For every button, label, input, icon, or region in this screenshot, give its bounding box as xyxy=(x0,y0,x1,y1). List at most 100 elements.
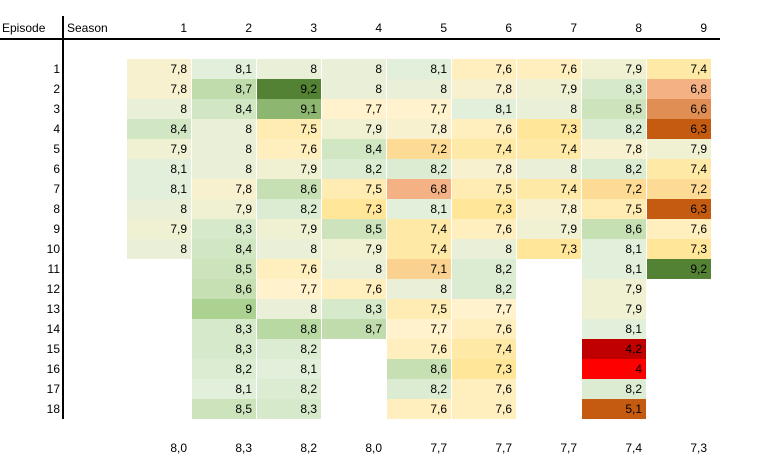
rating-cell: 8,4 xyxy=(192,239,256,259)
rating-cell: 8,1 xyxy=(582,239,646,259)
episode-row-label: 13 xyxy=(46,302,60,316)
season-average: 7,7 xyxy=(430,441,447,455)
rating-cell: 7,3 xyxy=(322,199,386,219)
rating-cell: 7,9 xyxy=(257,219,321,239)
rating-cell: 8,6 xyxy=(582,219,646,239)
rating-cell: 7,8 xyxy=(387,119,451,139)
rating-cell: 7,6 xyxy=(452,219,516,239)
rating-cell: 8,5 xyxy=(192,259,256,279)
season-column-label: 2 xyxy=(245,21,252,35)
rating-cell: 7,6 xyxy=(517,59,581,79)
rating-cell: 7,9 xyxy=(322,119,386,139)
rating-cell: 7,9 xyxy=(322,239,386,259)
rating-cell: 8,2 xyxy=(257,339,321,359)
rating-cell: 7,8 xyxy=(517,199,581,219)
rating-cell: 7,6 xyxy=(387,399,451,419)
rating-cell: 8 xyxy=(127,99,191,119)
rating-cell: 6,3 xyxy=(647,119,711,139)
rating-cell: 7,8 xyxy=(452,159,516,179)
season-average: 8,2 xyxy=(300,441,317,455)
rating-cell: 8,6 xyxy=(257,179,321,199)
rating-cell: 8,1 xyxy=(127,179,191,199)
rating-cell: 8,6 xyxy=(192,279,256,299)
rating-cell: 8 xyxy=(192,119,256,139)
rating-cell: 8,1 xyxy=(387,199,451,219)
episode-row-label: 4 xyxy=(53,122,60,136)
season-column-label: 6 xyxy=(505,21,512,35)
rating-cell: 6,6 xyxy=(647,99,711,119)
episode-row-label: 2 xyxy=(53,82,60,96)
rating-cell: 8,2 xyxy=(452,259,516,279)
rating-cell: 8 xyxy=(192,159,256,179)
rating-cell: 7,5 xyxy=(257,119,321,139)
rating-cell: 7,6 xyxy=(452,399,516,419)
episode-row-label: 14 xyxy=(46,322,60,336)
rating-cell: 7,2 xyxy=(387,139,451,159)
rating-cell: 8,2 xyxy=(452,279,516,299)
rating-cell: 9,2 xyxy=(647,259,711,279)
rating-cell: 9,2 xyxy=(257,79,321,99)
rating-cell: 7,7 xyxy=(257,279,321,299)
rating-cell: 8,2 xyxy=(582,379,646,399)
header-vertical-divider xyxy=(62,16,64,419)
season-column-label: 5 xyxy=(440,21,447,35)
rating-cell: 4 xyxy=(582,359,646,379)
rating-cell: 9 xyxy=(192,299,256,319)
rating-cell: 8 xyxy=(387,79,451,99)
rating-cell: 8 xyxy=(127,199,191,219)
rating-cell: 8,4 xyxy=(127,119,191,139)
rating-cell: 8,2 xyxy=(387,159,451,179)
rating-cell: 7,9 xyxy=(127,219,191,239)
episode-row-label: 1 xyxy=(53,62,60,76)
season-column-label: 8 xyxy=(635,21,642,35)
rating-cell: 7,7 xyxy=(322,99,386,119)
episode-header: Episode xyxy=(2,21,46,35)
rating-cell: 8,2 xyxy=(257,199,321,219)
rating-cell: 6,3 xyxy=(647,199,711,219)
rating-cell: 8 xyxy=(257,59,321,79)
season-average: 7,7 xyxy=(560,441,577,455)
rating-cell: 7,5 xyxy=(387,299,451,319)
rating-cell: 8,4 xyxy=(322,139,386,159)
rating-cell: 8,2 xyxy=(192,359,256,379)
rating-cell: 8,2 xyxy=(582,119,646,139)
rating-cell: 7,9 xyxy=(127,139,191,159)
rating-cell: 8 xyxy=(257,299,321,319)
episode-row-label: 3 xyxy=(53,102,60,116)
rating-cell: 7,5 xyxy=(582,199,646,219)
rating-cell: 8 xyxy=(322,79,386,99)
rating-cell: 7,9 xyxy=(582,59,646,79)
episode-row-label: 5 xyxy=(53,142,60,156)
episode-row-label: 7 xyxy=(53,182,60,196)
season-average: 8,3 xyxy=(235,441,252,455)
rating-cell: 7,4 xyxy=(387,219,451,239)
rating-cell: 8,7 xyxy=(322,319,386,339)
season-average: 8,0 xyxy=(170,441,187,455)
episode-row-label: 10 xyxy=(46,242,60,256)
rating-cell: 7,9 xyxy=(582,279,646,299)
rating-cell: 7,3 xyxy=(517,239,581,259)
episode-row-label: 8 xyxy=(53,202,60,216)
rating-cell: 7,7 xyxy=(387,319,451,339)
rating-cell: 7,2 xyxy=(647,179,711,199)
rating-cell: 8 xyxy=(387,279,451,299)
rating-cell: 8,5 xyxy=(192,399,256,419)
rating-cell: 8,2 xyxy=(582,159,646,179)
rating-cell: 7,3 xyxy=(452,199,516,219)
rating-cell: 7,6 xyxy=(387,339,451,359)
rating-cell: 7,8 xyxy=(452,79,516,99)
rating-cell: 7,9 xyxy=(647,139,711,159)
rating-cell: 8,3 xyxy=(257,399,321,419)
rating-cell: 8,1 xyxy=(582,259,646,279)
rating-cell: 9,1 xyxy=(257,99,321,119)
rating-cell: 8,6 xyxy=(387,359,451,379)
rating-cell: 7,6 xyxy=(452,379,516,399)
rating-cell: 8,2 xyxy=(387,379,451,399)
rating-cell: 8,1 xyxy=(452,99,516,119)
rating-cell: 7,7 xyxy=(387,99,451,119)
rating-cell: 7,6 xyxy=(257,139,321,159)
rating-cell: 7,5 xyxy=(322,179,386,199)
episode-row-label: 12 xyxy=(46,282,60,296)
header-horizontal-divider xyxy=(0,38,720,40)
episode-row-label: 18 xyxy=(46,402,60,416)
